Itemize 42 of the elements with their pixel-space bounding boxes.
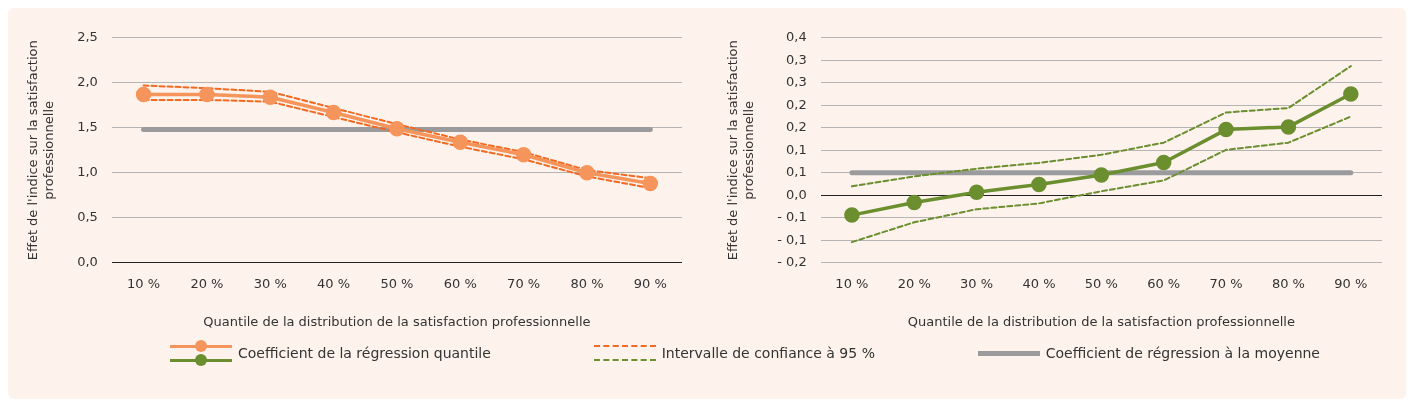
legend-label: Coefficient de régression à la moyenne <box>1045 345 1320 361</box>
x-tick-label: 30 % <box>253 275 287 291</box>
y-axis-title: Effet de l'indice sur la satisfaction professionnelle <box>25 40 56 261</box>
x-tick-label: 50 % <box>380 275 414 291</box>
x-tick-label: 80 % <box>1271 275 1305 291</box>
x-tick-label: 60 % <box>443 275 477 291</box>
x-tick-label: 20 % <box>897 275 931 291</box>
y-tick-label: 1,0 <box>77 164 98 180</box>
x-tick-label: 90 % <box>1334 275 1368 291</box>
x-tick-label: 30 % <box>960 275 994 291</box>
x-tick-label: 40 % <box>317 275 351 291</box>
x-tick-label: 20 % <box>190 275 224 291</box>
y-tick-label: - 0,1 <box>777 209 807 225</box>
y-tick-label: 0,3 <box>786 51 807 67</box>
x-tick-label: 60 % <box>1147 275 1181 291</box>
y-axis-title: Effet de l'indice sur la satisfaction professionnelle <box>725 40 756 261</box>
y-tick-label: 0,3 <box>786 74 807 90</box>
y-tick-label: - 0,1 <box>777 231 807 247</box>
y-tick-label: - 0,2 <box>777 254 807 270</box>
x-tick-label: 70 % <box>1209 275 1243 291</box>
x-tick-label: 10 % <box>835 275 869 291</box>
x-axis-title: Quantile de la distribution de la satisfaction professionnelle <box>907 313 1295 329</box>
x-axis-title: Quantile de la distribution de la satisfaction professionnelle <box>203 313 591 329</box>
y-tick-label: 0,1 <box>786 141 807 157</box>
y-tick-label: 2,5 <box>77 29 98 45</box>
x-tick-label: 50 % <box>1084 275 1118 291</box>
y-tick-label: 0,5 <box>77 209 98 225</box>
y-tick-label: 0,2 <box>786 96 807 112</box>
x-tick-label: 40 % <box>1022 275 1056 291</box>
x-tick-label: 70 % <box>507 275 541 291</box>
y-tick-label: 2,0 <box>77 74 98 90</box>
y-tick-label: 1,5 <box>77 119 98 135</box>
y-tick-label: 0,0 <box>786 186 807 202</box>
legend-label: Coefficient de la régression quantile <box>238 345 491 361</box>
x-tick-label: 80 % <box>570 275 604 291</box>
x-tick-label: 10 % <box>127 275 161 291</box>
legend-label: Intervalle de confiance à 95 % <box>661 345 875 361</box>
x-tick-label: 90 % <box>633 275 667 291</box>
y-tick-label: 0,2 <box>786 119 807 135</box>
y-tick-label: 0,0 <box>77 254 98 270</box>
y-tick-label: 0,4 <box>786 29 807 45</box>
y-tick-label: 0,1 <box>786 164 807 180</box>
